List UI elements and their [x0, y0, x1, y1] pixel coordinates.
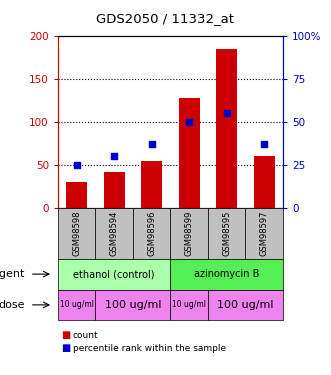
Point — [74, 162, 79, 168]
Bar — [104, 172, 124, 208]
Bar — [179, 98, 200, 208]
Point — [187, 119, 192, 125]
Text: 100 ug/ml: 100 ug/ml — [105, 300, 161, 310]
Point — [224, 110, 229, 116]
Bar — [216, 49, 237, 208]
Text: GDS2050 / 11332_at: GDS2050 / 11332_at — [97, 12, 234, 25]
Text: GSM98596: GSM98596 — [147, 211, 156, 256]
Text: 10 ug/ml: 10 ug/ml — [172, 300, 206, 309]
Text: GSM98599: GSM98599 — [185, 211, 194, 256]
Text: ■: ■ — [61, 344, 71, 353]
Bar — [66, 182, 87, 208]
Bar — [141, 160, 162, 208]
Text: dose: dose — [0, 300, 25, 310]
Text: GSM98594: GSM98594 — [110, 211, 119, 256]
Text: GSM98597: GSM98597 — [260, 211, 269, 256]
Text: 10 ug/ml: 10 ug/ml — [60, 300, 94, 309]
Text: ■: ■ — [61, 330, 71, 340]
Text: count: count — [73, 331, 98, 340]
Text: GSM98595: GSM98595 — [222, 211, 231, 256]
Bar — [254, 156, 274, 208]
Point — [149, 141, 154, 147]
Text: ethanol (control): ethanol (control) — [73, 269, 155, 279]
Text: 100 ug/ml: 100 ug/ml — [217, 300, 274, 310]
Text: percentile rank within the sample: percentile rank within the sample — [73, 344, 226, 353]
Text: agent: agent — [0, 269, 25, 279]
Point — [112, 153, 117, 159]
Text: azinomycin B: azinomycin B — [194, 269, 260, 279]
Point — [261, 141, 267, 147]
Text: GSM98598: GSM98598 — [72, 211, 81, 256]
